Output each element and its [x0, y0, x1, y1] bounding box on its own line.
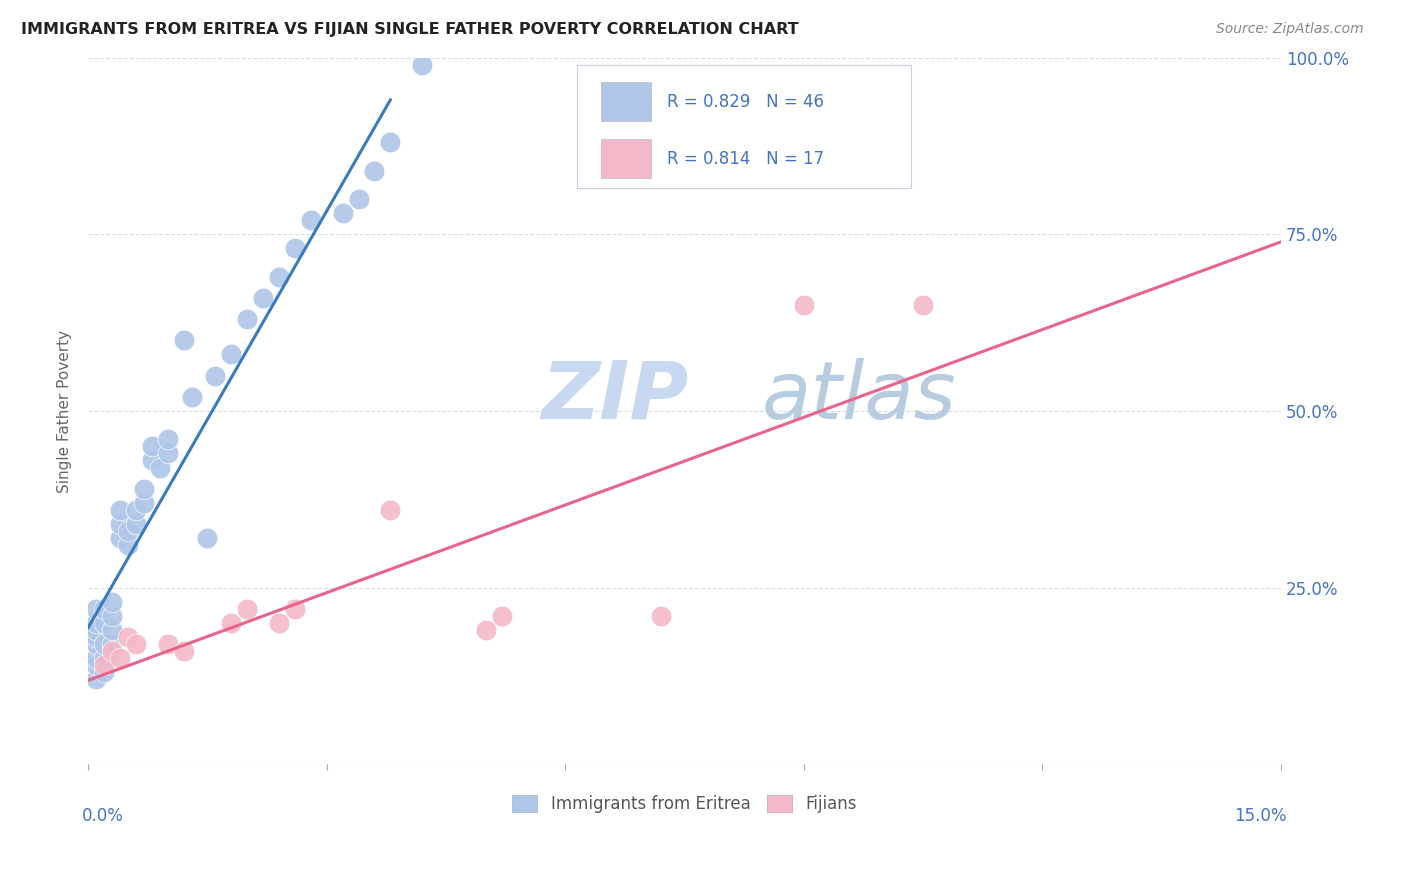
Point [267, 615, 290, 630]
Text: Source: ZipAtlas.com: Source: ZipAtlas.com [1216, 22, 1364, 37]
Point [84, 673, 107, 687]
Point [93, 602, 115, 616]
Point [284, 242, 307, 256]
Point [236, 312, 259, 326]
Point [221, 615, 243, 630]
Point [108, 651, 131, 665]
Y-axis label: Single Father Poverty: Single Father Poverty [58, 329, 72, 492]
FancyBboxPatch shape [600, 82, 651, 121]
Point [156, 432, 179, 446]
Text: 0.0%: 0.0% [82, 806, 124, 825]
Point [101, 623, 124, 637]
Point [132, 482, 155, 496]
Text: R = 0.814   N = 17: R = 0.814 N = 17 [666, 150, 824, 168]
Point [117, 524, 139, 538]
Point [101, 595, 124, 609]
Point [380, 136, 402, 150]
Point [84, 630, 107, 644]
Point [108, 531, 131, 545]
Point [93, 665, 115, 680]
Point [156, 637, 179, 651]
Point [141, 439, 163, 453]
Point [108, 516, 131, 531]
Point [411, 58, 433, 72]
Point [84, 623, 107, 637]
Point [93, 615, 115, 630]
Point [347, 192, 370, 206]
Point [252, 291, 274, 305]
Point [650, 608, 672, 623]
FancyBboxPatch shape [600, 139, 651, 178]
Point [474, 623, 496, 637]
Point [380, 503, 402, 517]
Point [156, 446, 179, 460]
Point [93, 651, 115, 665]
Point [912, 298, 935, 312]
Text: atlas: atlas [762, 358, 957, 436]
Point [117, 538, 139, 552]
Point [101, 608, 124, 623]
Point [84, 651, 107, 665]
Point [84, 637, 107, 651]
FancyBboxPatch shape [578, 65, 911, 188]
Point [125, 503, 148, 517]
Text: R = 0.829   N = 46: R = 0.829 N = 46 [666, 93, 824, 112]
Point [101, 644, 124, 658]
Point [141, 453, 163, 467]
Point [101, 637, 124, 651]
Point [221, 347, 243, 361]
Point [93, 658, 115, 673]
Point [84, 615, 107, 630]
Point [204, 368, 226, 383]
Point [125, 637, 148, 651]
Point [267, 269, 290, 284]
Point [299, 213, 322, 227]
Point [197, 531, 219, 545]
Point [284, 602, 307, 616]
Text: IMMIGRANTS FROM ERITREA VS FIJIAN SINGLE FATHER POVERTY CORRELATION CHART: IMMIGRANTS FROM ERITREA VS FIJIAN SINGLE… [21, 22, 799, 37]
Text: 15.0%: 15.0% [1234, 806, 1286, 825]
Point [132, 496, 155, 510]
Point [108, 503, 131, 517]
Point [236, 602, 259, 616]
Legend: Immigrants from Eritrea, Fijians: Immigrants from Eritrea, Fijians [506, 788, 863, 820]
Point [491, 608, 513, 623]
Point [363, 163, 385, 178]
Point [84, 602, 107, 616]
Point [125, 516, 148, 531]
Point [117, 630, 139, 644]
Point [93, 637, 115, 651]
Point [332, 206, 354, 220]
Point [149, 460, 172, 475]
Point [173, 334, 195, 348]
Point [173, 644, 195, 658]
Text: ZIP: ZIP [541, 358, 689, 436]
Point [180, 390, 202, 404]
Point [84, 658, 107, 673]
Point [793, 298, 815, 312]
